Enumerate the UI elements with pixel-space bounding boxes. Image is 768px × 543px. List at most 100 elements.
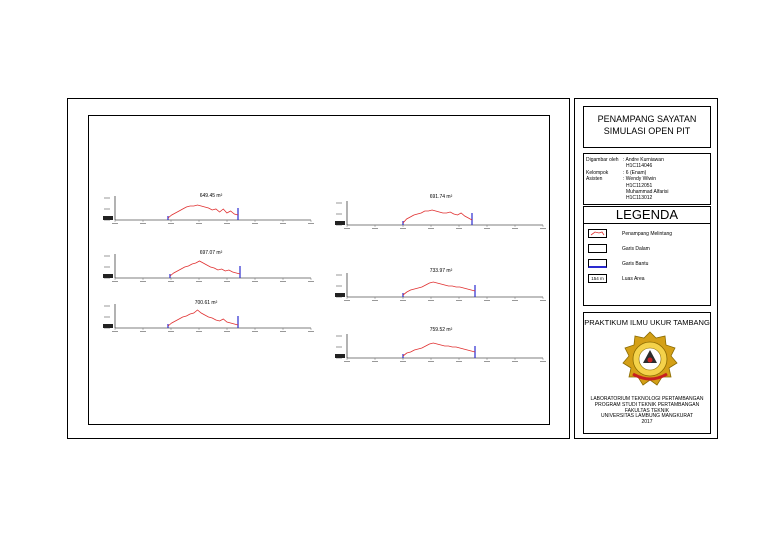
legend-item: 154 m Luas Area: [588, 274, 708, 289]
section-x-tick-label: [344, 228, 350, 229]
legend-item: Garis Bantu: [588, 259, 708, 274]
section-x-tick-label: [252, 331, 258, 332]
legend-item-label: Luas Area: [622, 276, 645, 282]
section-x-tick-label: [308, 281, 314, 282]
info-row-value: H1C112051: [626, 182, 653, 189]
legend-item-label: Penampang Melintang: [622, 231, 673, 237]
section-x-tick-label: [140, 223, 146, 224]
section-x-tick-label: [168, 331, 174, 332]
info-row-value: : Andre Kurniawan: [623, 157, 664, 163]
institution-line: UNIVERSITAS LAMBUNG MANGKURAT: [600, 413, 694, 420]
info-row: Asisten : Wendy Wiwin: [586, 176, 708, 182]
section-profile-line: [402, 281, 476, 296]
section-x-tick-label: [344, 361, 350, 362]
info-row: Kelompok : 6 (Enam): [586, 170, 708, 176]
section-x-tick-label: [400, 300, 406, 301]
legend-title: LEGENDA: [615, 207, 679, 222]
section-x-tick-label: [512, 361, 518, 362]
section-x-tick-label: [280, 223, 286, 224]
section-x-tick-label: [112, 281, 118, 282]
section-area-label: 700.61 m²: [195, 300, 218, 306]
section-x-tick-label: [224, 331, 230, 332]
institution-box: [583, 312, 711, 434]
info-row-label: Kelompok: [586, 169, 609, 176]
section-x-tick-label: [168, 281, 174, 282]
section-x-tick-label: [540, 361, 546, 362]
section-x-tick-label: [196, 331, 202, 332]
legend-items: Penampang Melintang Garis Dalam Garis Bant…: [588, 229, 708, 289]
section-x-tick-label: [400, 228, 406, 229]
info-row: Muhammad Alfarisi: [586, 189, 708, 195]
section-x-tick-label: [372, 300, 378, 301]
section-x-tick-label: [168, 223, 174, 224]
university-logo-icon: [622, 331, 678, 386]
section-x-tick-label: [252, 223, 258, 224]
section-area-label: 733.97 m²: [430, 268, 453, 274]
section-profile-line: [402, 342, 476, 357]
info-row-value: H1C114046: [626, 163, 653, 170]
section-x-tick-label: [484, 300, 490, 301]
section-x-tick-label: [224, 281, 230, 282]
title-line-1: PENAMPANG SAYATAN: [597, 114, 697, 124]
info-rows: Digambar oleh: Andre Kurniawan H1C114046 K…: [586, 157, 708, 202]
box-icon: [588, 244, 607, 253]
section-x-tick-label: [456, 228, 462, 229]
section-x-tick-label: [456, 361, 462, 362]
section-x-tick-label: [112, 223, 118, 224]
section-x-tick-label: [252, 281, 258, 282]
section-x-tick-label: [196, 281, 202, 282]
red-profile-icon: [588, 229, 607, 238]
institution-line: PROGRAM STUDI TEKNIK PERTAMBANGAN: [594, 401, 700, 408]
section-x-tick-label: [112, 331, 118, 332]
section-x-tick-label: [224, 223, 230, 224]
section-x-tick-label: [280, 331, 286, 332]
legend-item-label: Garis Dalam: [622, 246, 650, 252]
institution-lines: LABORATORIUM TEKNOLOGI PERTAMBANGAN PROGR…: [583, 396, 711, 426]
section-datum-block: [335, 354, 345, 358]
section-area-label: 759.52 m²: [430, 327, 453, 333]
section-x-tick-label: [372, 361, 378, 362]
info-row-label: Digambar oleh: [586, 157, 619, 163]
section-x-tick-label: [428, 300, 434, 301]
section-area-label: 697.07 m²: [200, 250, 223, 256]
drawing-inner-frame: [88, 115, 550, 425]
info-row-value: : Wendy Wiwin: [623, 176, 656, 183]
info-row: H1C114046: [586, 163, 708, 169]
title-block-frame: [574, 98, 718, 439]
institution-line: LABORATORIUM TEKNOLOGI PERTAMBANGAN: [590, 396, 704, 402]
section-x-tick-label: [308, 331, 314, 332]
section-x-tick-label: [400, 361, 406, 362]
section-x-tick-label: [512, 300, 518, 301]
section-area-label: 649.45 m²: [200, 193, 223, 199]
section-x-tick-label: [540, 228, 546, 229]
section-profile-line: [169, 260, 241, 277]
section-datum-block: [103, 324, 113, 328]
section-datum-block: [335, 293, 345, 297]
section-x-tick-label: [428, 361, 434, 362]
section-x-tick-label: [344, 300, 350, 301]
title-line-2: SIMULASI OPEN PIT: [603, 126, 691, 136]
area-icon: 154 m: [588, 274, 607, 283]
section-profile-line: [402, 209, 473, 224]
legend-item: Penampang Melintang: [588, 229, 708, 244]
institution-line: 2017: [641, 419, 653, 426]
info-row: Digambar oleh : Andre Kurniawan: [586, 157, 708, 163]
info-row-value: Muhammad Alfarisi: [626, 188, 669, 195]
institution-line: FAKULTAS TEKNIK: [624, 407, 670, 414]
legend-item: Garis Dalam: [588, 244, 708, 259]
section-x-tick-label: [140, 331, 146, 332]
section-x-tick-label: [308, 223, 314, 224]
legend-area-symbol-text: 154 m: [591, 276, 604, 281]
legend-item-label: Garis Bantu: [622, 261, 649, 267]
section-x-tick-label: [484, 228, 490, 229]
institution-title: PRAKTIKUM ILMU UKUR TAMBANG: [584, 318, 710, 327]
section-x-tick-label: [512, 228, 518, 229]
info-row-value: H1C113012: [626, 195, 653, 202]
section-datum-block: [103, 216, 113, 220]
section-x-tick-label: [140, 281, 146, 282]
legend-box: [583, 206, 711, 306]
section-x-tick-label: [280, 281, 286, 282]
info-row-value: : 6 (Enam): [623, 169, 647, 176]
info-row-label: Asisten: [586, 176, 603, 183]
